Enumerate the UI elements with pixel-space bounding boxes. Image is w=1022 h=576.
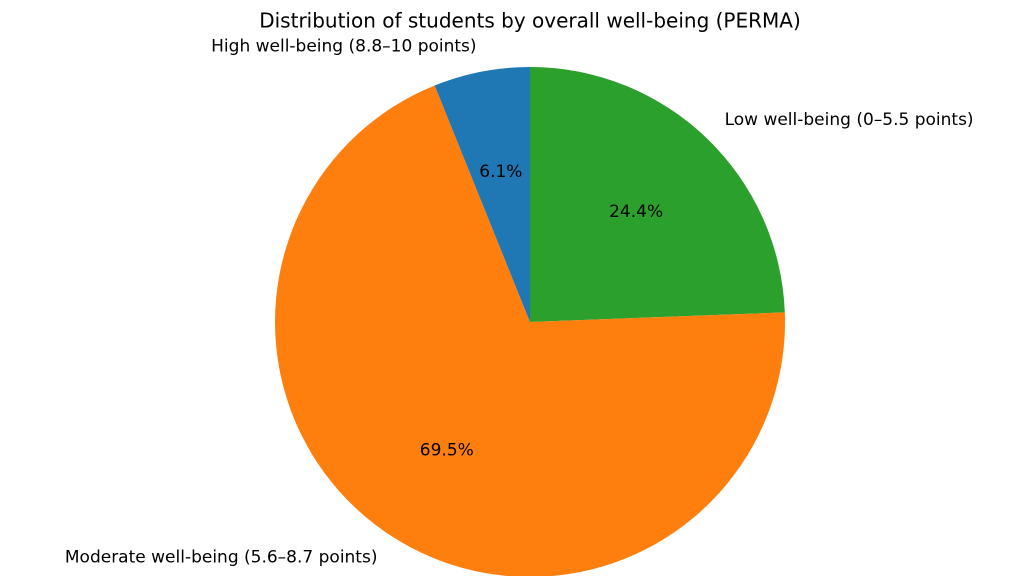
pie-slice: [434, 67, 530, 322]
percent-label: 24.4%: [609, 202, 663, 222]
slice-label: Low well-being (0–5.5 points): [725, 110, 974, 130]
slice-label: High well-being (8.8–10 points): [211, 37, 476, 57]
pie-slice: [530, 67, 785, 322]
chart-title: Distribution of students by overall well…: [259, 9, 801, 33]
percent-label: 69.5%: [420, 440, 474, 460]
percent-label: 6.1%: [479, 162, 522, 182]
pie-slice: [275, 85, 785, 576]
slice-label: Moderate well-being (5.6–8.7 points): [65, 547, 378, 567]
